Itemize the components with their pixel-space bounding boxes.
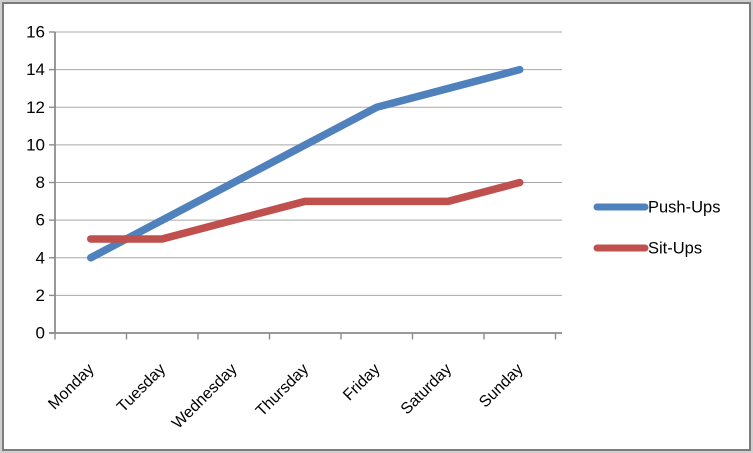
legend-label: Push-Ups — [648, 199, 720, 217]
y-axis-label: 16 — [26, 23, 45, 42]
x-axis-label: Thursday — [253, 361, 312, 420]
y-axis-label: 12 — [26, 98, 45, 117]
x-axis-label: Monday — [45, 361, 97, 413]
y-axis-label: 0 — [36, 324, 45, 343]
y-axis-label: 14 — [26, 60, 45, 79]
line-chart: 0 2 4 6 8 10 12 14 16 Monday Tuesday Wednesday Thur… — [26, 23, 720, 433]
legend-label: Sit-Ups — [648, 240, 702, 258]
x-axis-label: Saturday — [398, 361, 455, 418]
axes — [49, 31, 562, 340]
x-axis-label: Tuesday — [114, 361, 169, 416]
series-line-push-ups — [87, 65, 524, 262]
legend: Push-Ups Sit-Ups — [593, 199, 720, 258]
x-axis-labels: Monday Tuesday Wednesday Thursday Friday Satu… — [45, 361, 526, 433]
y-axis-label: 6 — [36, 211, 45, 230]
x-axis-label: Sunday — [476, 361, 526, 411]
y-axis-label: 8 — [36, 173, 45, 192]
y-axis-label: 2 — [36, 286, 45, 305]
x-axis-label: Friday — [340, 361, 383, 404]
series-lines — [87, 65, 524, 262]
y-axis-labels: 0 2 4 6 8 10 12 14 16 — [26, 23, 45, 343]
series-line-sit-ups — [87, 178, 524, 243]
y-axis-label: 4 — [36, 248, 45, 267]
y-axis-label: 10 — [26, 135, 45, 154]
x-axis-label: Wednesday — [169, 361, 241, 433]
